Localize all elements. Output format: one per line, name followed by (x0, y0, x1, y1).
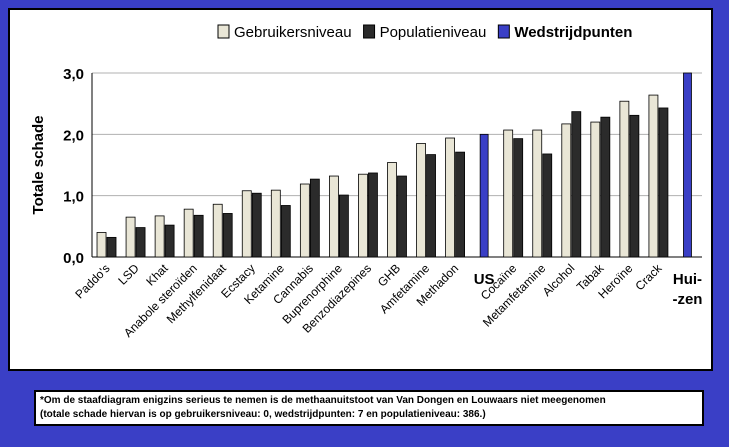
bar-gebruikersniveau (503, 129, 514, 258)
bar-gebruikersniveau (358, 173, 368, 258)
bar-gebruikersniveau (416, 143, 426, 258)
bar-gebruikersniveau (299, 183, 310, 258)
bar-populatieniveau (368, 172, 378, 258)
bar-populatieniveau (426, 154, 436, 258)
bar-populatieniveau (542, 153, 553, 258)
x-tick-label: -zen (672, 291, 702, 308)
legend-swatch (217, 24, 230, 39)
bar-populatieniveau (164, 224, 175, 258)
bar-gebruikersniveau (445, 137, 455, 258)
legend-swatch (363, 24, 376, 39)
bar-populatieniveau (280, 205, 291, 258)
bar-gebruikersniveau (619, 100, 630, 258)
y-axis-label: Totale schade (30, 116, 47, 215)
bar-gebruikersniveau (183, 208, 194, 258)
bar-populatieniveau (135, 227, 146, 258)
bar-gebruikersniveau (241, 190, 252, 258)
bar-populatieniveau (629, 114, 640, 258)
bar-wedstrijdpunten (683, 72, 692, 258)
bar-populatieniveau (397, 175, 407, 258)
x-tick-label: US (474, 271, 495, 288)
y-tick-label: 1,0 (63, 189, 84, 206)
bar-gebruikersniveau (590, 121, 601, 258)
bar-gebruikersniveau (154, 215, 165, 258)
y-tick-label: 2,0 (63, 127, 84, 144)
bar-populatieniveau (193, 214, 204, 258)
bar-gebruikersniveau (387, 162, 397, 258)
bar-gebruikersniveau (561, 123, 572, 258)
legend-label: Gebruikersniveau (234, 24, 352, 41)
x-tick-label: Alcohol (540, 261, 578, 299)
bar-gebruikersniveau (270, 189, 281, 258)
x-tick-label: Hui- (673, 271, 702, 288)
bar-gebruikersniveau (96, 232, 107, 258)
x-tick-label: LSD (115, 261, 142, 288)
bar-populatieniveau (571, 111, 582, 258)
bar-gebruikersniveau (648, 94, 659, 258)
bar-populatieniveau (513, 138, 524, 258)
bar-gebruikersniveau (212, 203, 223, 258)
bar-populatieniveau (658, 107, 669, 258)
bar-populatieniveau (339, 194, 349, 258)
bar-populatieniveau (106, 236, 117, 258)
y-tick-label: 0,0 (63, 250, 84, 267)
bar-populatieniveau (455, 151, 465, 258)
bar-populatieniveau (309, 178, 320, 258)
legend-label: Wedstrijdpunten (514, 24, 632, 41)
legend-swatch (497, 24, 510, 39)
bar-populatieniveau (251, 192, 262, 258)
bar-gebruikersniveau (125, 216, 136, 258)
footnote-line-2: (totale schade hiervan is op gebruikersn… (40, 409, 486, 420)
footnote-line-1: *Om de staafdiagram enigzins serieus te … (40, 395, 606, 406)
chart-panel: 0,0 1,0 2,0 3,0 Totale schade Paddo's LSD Khat A… (8, 8, 713, 371)
bar-wedstrijdpunten (479, 133, 489, 258)
x-tick-label: Paddo's (72, 261, 112, 301)
bar-populatieniveau (222, 213, 233, 258)
legend-label: Populatieniveau (380, 24, 487, 41)
bar-gebruikersniveau (329, 175, 339, 258)
bar-gebruikersniveau (532, 129, 543, 258)
y-tick-label: 3,0 (63, 66, 84, 83)
x-tick-label: Crack (632, 261, 665, 294)
footnote: *Om de staafdiagram enigzins serieus te … (34, 390, 704, 426)
bar-populatieniveau (600, 116, 611, 258)
